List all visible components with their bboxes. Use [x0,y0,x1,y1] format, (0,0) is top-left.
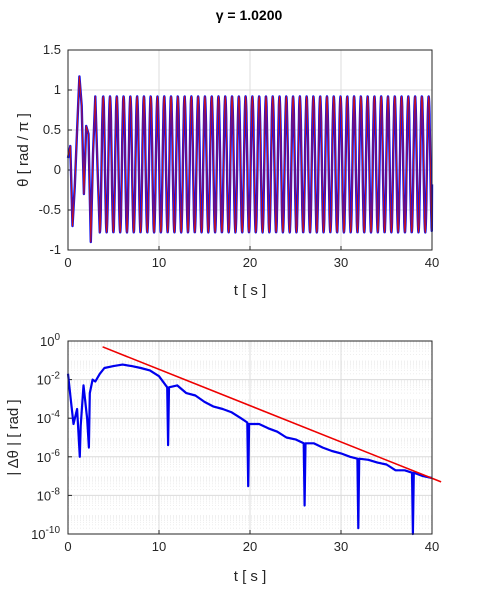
y-tick-label: 10-10 [31,525,60,542]
x-tick-label: 40 [425,539,439,554]
bottom-axes-delta-theta: 0 10 20 30 40 10-10 10-8 10-6 10-4 10-2 100 t [ s ]… [5,332,441,585]
x-tick-label: 30 [334,255,348,270]
x-tick-label: 20 [243,255,257,270]
x-tick-label: 10 [152,255,166,270]
y-axis-label: θ [ rad / π ] [15,113,32,187]
y-tick-label: 10-2 [37,371,61,388]
y-tick-label: 1 [54,82,61,97]
y-tick-label: 100 [40,332,60,349]
y-tick-label: -0.5 [39,202,61,217]
top-axes-theta: 0 10 20 30 40 -1 -0.5 0 0.5 1 1.5 t [ s ] θ [ rad / … [15,42,439,299]
y-axis-label: | Δθ | [ rad ] [5,399,22,475]
x-tick-label: 10 [152,539,166,554]
x-tick-label: 20 [243,539,257,554]
y-tick-label: 0.5 [43,122,61,137]
y-tick-label: 10-6 [37,448,61,465]
x-tick-label: 0 [64,539,71,554]
figure-title: γ = 1.0200 [216,7,283,23]
y-tick-label: 1.5 [43,42,61,57]
y-tick-label: 10-8 [37,486,61,503]
x-axis-label: t [ s ] [234,568,267,585]
y-tick-label: 10-4 [37,409,61,426]
x-tick-label: 0 [64,255,71,270]
x-tick-label: 40 [425,255,439,270]
y-tick-label: 0 [54,162,61,177]
x-axis-label: t [ s ] [234,282,267,299]
x-tick-label: 30 [334,539,348,554]
y-tick-label: -1 [49,242,61,257]
